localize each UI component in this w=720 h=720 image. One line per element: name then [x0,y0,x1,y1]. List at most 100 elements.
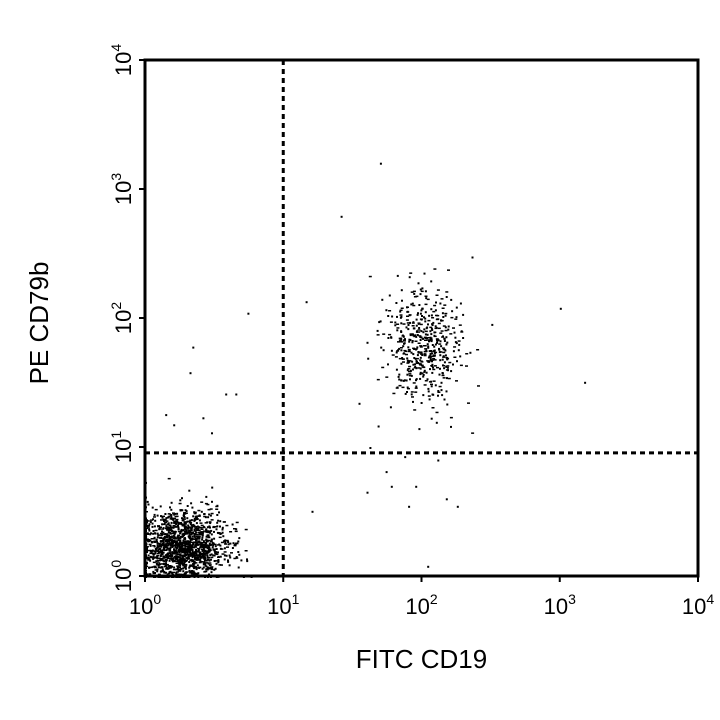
data-point [422,337,424,340]
data-point [225,554,228,557]
data-point [197,554,201,556]
data-point [149,544,152,547]
data-point [419,356,422,359]
data-point [451,310,454,313]
data-point [191,556,194,559]
data-point [437,394,439,397]
data-point [420,290,424,293]
data-point [212,542,215,545]
data-point [389,406,392,409]
data-point [210,529,213,532]
data-point [170,514,172,517]
data-point [366,491,369,494]
data-point [156,532,159,535]
data-point [426,339,429,341]
data-point [233,544,237,547]
data-point [149,519,153,521]
data-point [209,554,212,557]
data-point [459,355,462,358]
data-point [445,296,448,298]
data-point [429,368,431,371]
data-point [446,366,449,369]
data-point [223,540,226,543]
data-point [183,551,186,554]
data-point [430,352,434,355]
data-point [161,550,163,553]
data-point [162,563,165,566]
data-point [165,560,168,563]
data-point [159,545,162,547]
data-point [185,530,188,533]
data-point [398,357,402,360]
data-point [422,366,426,369]
data-point [423,350,427,353]
data-point [431,329,434,331]
data-point [417,322,421,324]
data-point [178,566,181,569]
data-point [145,533,149,535]
data-point [208,542,211,545]
data-point [401,334,404,337]
data-point [437,391,441,393]
data-point [152,530,155,532]
data-point [169,538,173,540]
data-point [222,535,225,538]
data-point [212,544,215,547]
data-point [183,521,186,524]
data-point [192,565,195,568]
data-point [206,534,209,537]
data-point [417,367,421,369]
data-point [191,560,194,563]
data-point [157,564,160,567]
data-point [414,387,418,389]
data-point [442,351,446,354]
data-point [147,524,150,527]
data-point [412,327,415,330]
data-point [188,561,191,563]
data-point [225,539,229,542]
data-point [166,536,169,539]
data-point [145,532,149,534]
data-point [210,538,213,541]
data-point [152,555,155,558]
data-point [458,343,461,346]
data-point [190,558,193,561]
data-point [183,516,186,519]
data-point [187,524,190,527]
data-point [167,567,171,570]
x-tick-label: 100 [129,591,161,619]
data-point [409,333,413,335]
data-point [204,560,208,562]
data-point [215,505,219,508]
data-point [151,506,154,509]
data-point [429,330,432,333]
data-point [171,542,174,545]
data-point [164,545,167,548]
data-point [439,332,443,334]
data-point [157,549,160,552]
data-point [427,346,430,349]
data-point [196,527,200,530]
data-point [413,348,416,350]
data-point [168,571,171,574]
data-point [154,569,158,571]
data-point [420,361,424,363]
data-point [414,357,417,360]
data-point [408,370,411,373]
data-point [173,532,177,534]
data-point [366,341,369,344]
data-point [455,306,458,309]
data-point [190,524,193,527]
data-point [235,521,239,524]
data-point [209,508,213,510]
data-point [202,552,205,554]
data-point [166,538,170,541]
data-point [445,365,448,368]
data-point [204,564,207,567]
data-point [201,548,204,551]
data-point [459,364,463,367]
data-point [437,322,441,325]
data-point [436,366,439,369]
data-point [170,557,173,560]
data-point [164,521,168,524]
